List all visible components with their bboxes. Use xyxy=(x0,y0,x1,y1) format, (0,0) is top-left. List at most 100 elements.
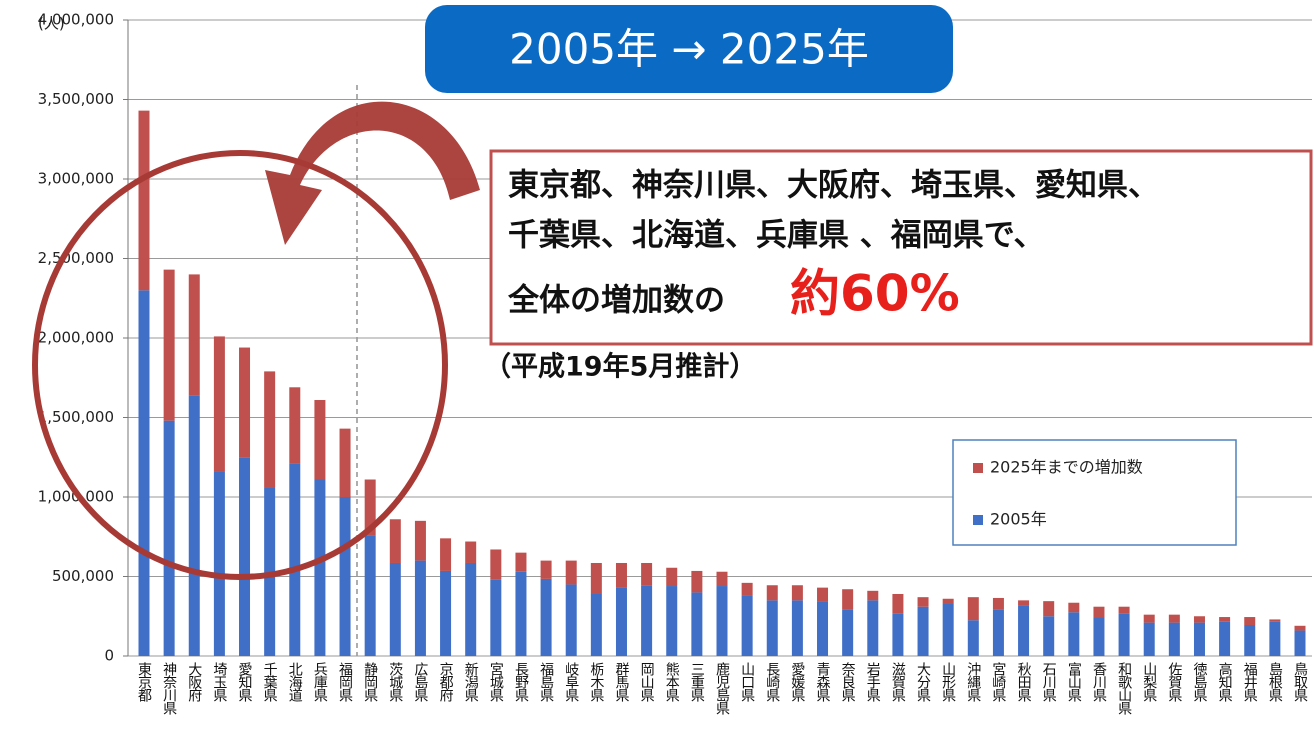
x-tick-label: 茨城県 xyxy=(387,662,403,702)
bar-segment xyxy=(942,598,954,604)
bar-segment xyxy=(641,562,653,586)
bar-segment xyxy=(1219,621,1231,656)
bar-segment xyxy=(992,597,1004,610)
x-tick-label: 大分県 xyxy=(915,662,931,702)
banner-text: 2005年 → 2025年 xyxy=(509,25,869,74)
x-tick-label: 福島県 xyxy=(538,662,554,702)
bar-segment xyxy=(163,420,175,656)
bar-segment xyxy=(213,471,225,656)
x-tick-label: 滋賀県 xyxy=(890,662,906,702)
x-tick-label: 山形県 xyxy=(940,662,956,702)
x-tick-label: 石川県 xyxy=(1041,662,1057,702)
y-tick-label: 2,000,000 xyxy=(38,329,114,347)
y-tick-label: 3,000,000 xyxy=(38,170,114,188)
bar-segment xyxy=(465,541,477,563)
bar-segment xyxy=(414,560,426,656)
bar-segment xyxy=(264,487,276,656)
bar-segment xyxy=(1168,614,1180,623)
x-tick-label: 愛媛県 xyxy=(789,662,805,702)
bar-segment xyxy=(213,336,225,472)
annotation-line: 千葉県、北海道、兵庫県 、福岡県で、 xyxy=(508,218,1045,254)
bar-segment xyxy=(615,562,627,588)
bar-segment xyxy=(465,562,477,656)
bar-segment xyxy=(1018,605,1030,656)
bar-segment xyxy=(867,590,879,601)
curved-arrow xyxy=(265,101,480,245)
x-tick-label: 鳥取県 xyxy=(1292,662,1308,702)
bar-segment xyxy=(389,519,401,563)
bar-segment xyxy=(967,597,979,621)
bar-segment xyxy=(389,562,401,656)
bar-segment xyxy=(1118,606,1130,614)
x-tick-label: 長崎県 xyxy=(764,662,780,702)
x-tick-label: 佐賀県 xyxy=(1166,662,1182,702)
bar-segment xyxy=(1294,630,1306,656)
legend: 2025年までの増加数 2005年 xyxy=(973,458,1143,529)
x-tick-label: 島根県 xyxy=(1267,662,1283,702)
x-tick-label: 岡山県 xyxy=(639,662,655,702)
bar-segment xyxy=(1244,624,1256,656)
legend-swatch xyxy=(973,515,983,525)
x-tick-label: 和歌山県 xyxy=(1116,662,1132,715)
bar-segment xyxy=(741,595,753,656)
x-tick-label: 鹿児島県 xyxy=(714,661,730,715)
x-tick-label: 福岡県 xyxy=(337,662,353,702)
x-tick-label: 香川県 xyxy=(1091,662,1107,702)
bar-segment xyxy=(791,585,803,601)
bar-segment xyxy=(967,620,979,656)
y-tick-label: 4,000,000 xyxy=(38,11,114,29)
bar-segment xyxy=(314,479,326,656)
bar-segment xyxy=(1043,616,1055,656)
bar-segment xyxy=(490,579,502,656)
x-tick-label: 山口県 xyxy=(739,662,755,702)
bar-segment xyxy=(1269,619,1281,622)
bar-segment xyxy=(540,560,552,579)
bar-segment xyxy=(565,584,577,656)
bar-segment xyxy=(1269,621,1281,656)
bar-segment xyxy=(314,400,326,480)
bar-segment xyxy=(1018,600,1030,606)
x-tick-label: 新潟県 xyxy=(463,662,479,702)
x-tick-label: 広島県 xyxy=(412,662,428,702)
banner xyxy=(425,5,953,93)
x-tick-label: 奈良県 xyxy=(840,662,856,702)
x-tick-label: 岐阜県 xyxy=(563,662,579,702)
x-tick-label: 宮城県 xyxy=(488,662,504,702)
y-tick-label: 1,500,000 xyxy=(38,408,114,426)
bar-segment xyxy=(565,560,577,585)
x-tick-label: 熊本県 xyxy=(664,662,680,702)
x-tick-label: 秋田県 xyxy=(1016,662,1032,702)
x-tick-label: 京都府 xyxy=(438,662,454,703)
bar-segment xyxy=(339,428,351,497)
bar-segment xyxy=(490,549,502,580)
y-unit: (人) xyxy=(38,15,65,33)
bar-segment xyxy=(1068,602,1080,613)
x-tick-label: 埼玉県 xyxy=(211,662,227,702)
bar-segment xyxy=(716,586,728,656)
annotation-line: 全体の増加数の xyxy=(507,283,725,319)
bar-segment xyxy=(414,520,426,561)
y-tick-label: 0 xyxy=(104,647,114,665)
bar-segment xyxy=(641,585,653,656)
bar-segment xyxy=(942,603,954,656)
bar-segment xyxy=(239,347,251,458)
x-tick-label: 青森県 xyxy=(815,662,831,702)
bar-segment xyxy=(440,570,452,656)
bar-segment xyxy=(1244,617,1256,625)
x-tick-label: 三重県 xyxy=(689,662,705,702)
x-tick-label: 大阪府 xyxy=(186,662,202,703)
bar-segment xyxy=(440,538,452,571)
x-tick-label: 神奈川県 xyxy=(161,662,177,715)
bar-segment xyxy=(289,387,301,464)
legend-swatch xyxy=(973,463,983,473)
annotation-box xyxy=(489,149,1313,346)
bar-segment xyxy=(615,587,627,656)
legend-box xyxy=(952,439,1237,546)
bar-segment xyxy=(666,586,678,656)
x-tick-label: 静岡県 xyxy=(362,662,378,702)
bar-segment xyxy=(289,463,301,656)
bar-segment xyxy=(1043,601,1055,617)
x-tick-label: 長野県 xyxy=(513,662,529,702)
bar-segment xyxy=(239,457,251,656)
